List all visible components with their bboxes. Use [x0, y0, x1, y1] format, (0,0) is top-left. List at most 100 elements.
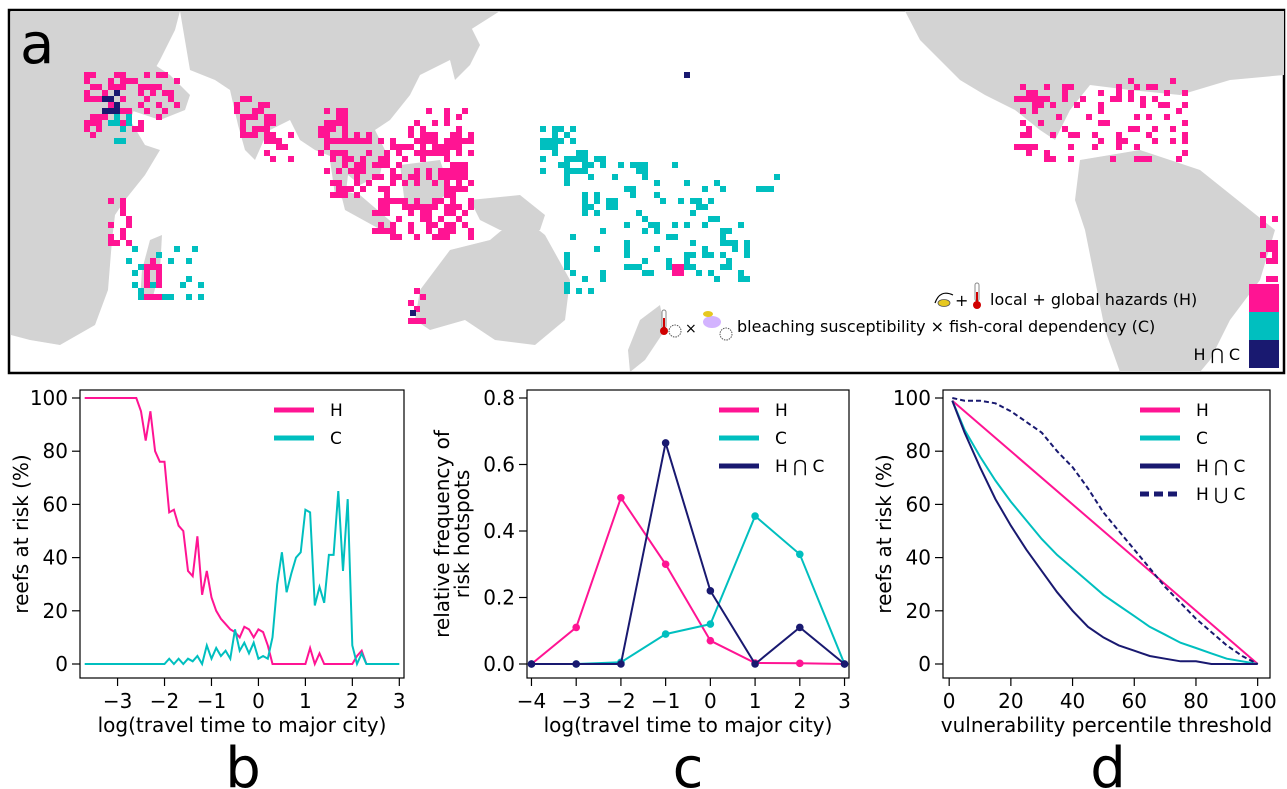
reef-cell [384, 228, 390, 234]
reef-cell [624, 240, 630, 246]
reef-cell [564, 174, 570, 180]
reef-cell [432, 132, 438, 138]
reef-cell [1110, 156, 1116, 162]
reef-cell [1134, 126, 1140, 132]
reef-cell [444, 120, 450, 126]
reef-cell [366, 180, 372, 186]
reef-cell [450, 144, 456, 150]
reef-cell [444, 108, 450, 114]
reef-cell [1182, 102, 1188, 108]
data-point-c [706, 587, 715, 595]
reef-cell [1032, 90, 1038, 96]
reef-cell [468, 204, 474, 210]
reef-cell [642, 270, 648, 276]
reef-cell [444, 138, 450, 144]
reef-cell [432, 180, 438, 186]
reef-cell [582, 204, 588, 210]
reef-cell [1020, 144, 1026, 150]
x-tick-label-c: 0 [704, 689, 717, 713]
x-tick-label-c: −2 [606, 689, 635, 713]
reef-cell [540, 168, 546, 174]
reef-cell [696, 270, 702, 276]
reef-cell [402, 156, 408, 162]
reef-cell [240, 126, 246, 132]
reef-cell [570, 138, 576, 144]
series-line-b-0 [84, 397, 368, 667]
reef-cell [378, 198, 384, 204]
reef-cell [450, 138, 456, 144]
reef-cell [84, 78, 90, 84]
reef-cell [594, 156, 600, 162]
reef-cell [456, 216, 462, 222]
reef-cell [408, 228, 414, 234]
reef-cell [378, 174, 384, 180]
reef-cell [378, 222, 384, 228]
reef-cell [570, 168, 576, 174]
reef-cell [732, 246, 738, 252]
reef-cell [138, 120, 144, 126]
data-point-c [796, 659, 804, 668]
reef-cell [444, 114, 450, 120]
reef-cell [420, 156, 426, 162]
reef-cell [378, 138, 384, 144]
reef-cell [1140, 102, 1146, 108]
reef-cell [444, 180, 450, 186]
reef-cell [606, 204, 612, 210]
y-axis-label-c: risk hotspots [450, 470, 474, 599]
reef-cell [150, 258, 156, 264]
reef-cell [114, 240, 120, 246]
reef-cell [96, 96, 102, 102]
reef-cells [84, 72, 1278, 324]
y-tick-label-b: 40 [43, 546, 68, 570]
reef-cell [450, 186, 456, 192]
reef-cell [414, 318, 420, 324]
reef-cell [1146, 114, 1152, 120]
reef-cell [444, 174, 450, 180]
reef-cell [1146, 156, 1152, 162]
reef-cell [1026, 144, 1032, 150]
reef-cell [738, 270, 744, 276]
reef-cell [168, 96, 174, 102]
reef-cell [450, 210, 456, 216]
reef-cell [570, 126, 576, 132]
reef-cell [324, 126, 330, 132]
reef-cell [696, 198, 702, 204]
data-point-c [751, 660, 759, 668]
reef-cell [1092, 132, 1098, 138]
reef-cell [384, 156, 390, 162]
reef-cell [132, 282, 138, 288]
reef-cell [1266, 258, 1272, 264]
reef-cell [156, 270, 162, 276]
reef-cell [84, 126, 90, 132]
reef-cell [630, 162, 636, 168]
reef-cell [738, 276, 744, 282]
reef-cell [318, 126, 324, 132]
reef-cell [612, 198, 618, 204]
reef-cell [126, 108, 132, 114]
reef-cell [426, 138, 432, 144]
reef-cell [1158, 102, 1164, 108]
reef-cell [468, 132, 474, 138]
reef-cell [240, 114, 246, 120]
reef-cell [450, 204, 456, 210]
x-axis-label-c: log(travel time to major city) [544, 713, 833, 737]
reef-cell [342, 162, 348, 168]
reef-cell [408, 144, 414, 150]
reef-cell [342, 132, 348, 138]
reef-cell [240, 96, 246, 102]
reef-cell [552, 144, 558, 150]
x-tick-label-c: 3 [838, 689, 851, 713]
x-tick-label-b: −2 [150, 689, 179, 713]
reef-cell [636, 162, 642, 168]
reef-cell [144, 276, 150, 282]
reef-cell [744, 276, 750, 282]
reef-cell [402, 204, 408, 210]
reef-cell [1266, 246, 1272, 252]
reef-cell [1092, 144, 1098, 150]
plot-frame-c [526, 389, 850, 679]
reef-cell [1266, 276, 1272, 282]
reef-cell [390, 198, 396, 204]
land-masses [11, 11, 1284, 372]
reef-cell [582, 210, 588, 216]
reef-cell [90, 96, 96, 102]
